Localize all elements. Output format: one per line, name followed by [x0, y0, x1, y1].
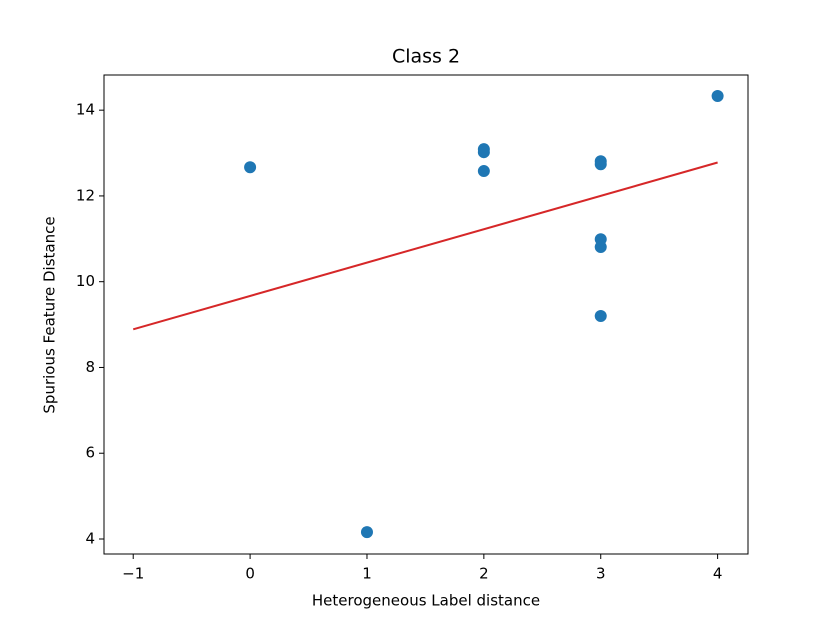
- y-axis-label: Spurious Feature Distance: [41, 216, 59, 413]
- point: [477, 165, 490, 178]
- y-tick-label: 6: [85, 444, 95, 462]
- x-tick-label: −1: [122, 565, 144, 583]
- point: [244, 161, 257, 174]
- point: [477, 146, 490, 159]
- x-tick-label: 0: [245, 565, 255, 583]
- x-tick-label: 3: [596, 565, 606, 583]
- point: [711, 90, 724, 103]
- y-tick-label: 4: [85, 529, 95, 547]
- y-tick-label: 10: [76, 272, 95, 290]
- point: [360, 526, 373, 539]
- point: [594, 310, 607, 323]
- fit-line: [132, 161, 718, 331]
- plot-frame: [103, 74, 749, 555]
- x-axis-label: Heterogeneous Label distance: [312, 592, 540, 610]
- y-tick-label: 8: [85, 358, 95, 376]
- chart-title: Class 2: [392, 46, 460, 68]
- x-tick-label: 2: [479, 565, 489, 583]
- y-tick-label: 12: [76, 186, 95, 204]
- point: [594, 158, 607, 171]
- point: [594, 240, 607, 253]
- x-tick-label: 1: [362, 565, 372, 583]
- x-tick-label: 4: [713, 565, 723, 583]
- y-tick-label: 14: [76, 101, 95, 119]
